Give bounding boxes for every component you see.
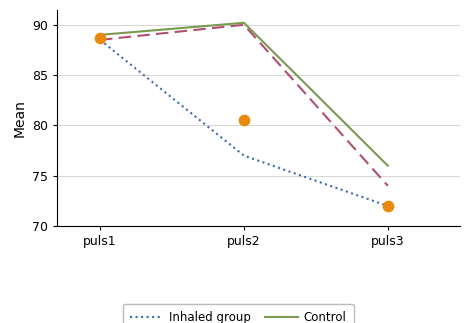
Point [384, 203, 392, 209]
Point [96, 35, 104, 40]
Legend: Inhaled group, IV group, Control, mean: Inhaled group, IV group, Control, mean [123, 304, 354, 323]
Point [240, 118, 248, 123]
Y-axis label: Mean: Mean [12, 99, 26, 137]
